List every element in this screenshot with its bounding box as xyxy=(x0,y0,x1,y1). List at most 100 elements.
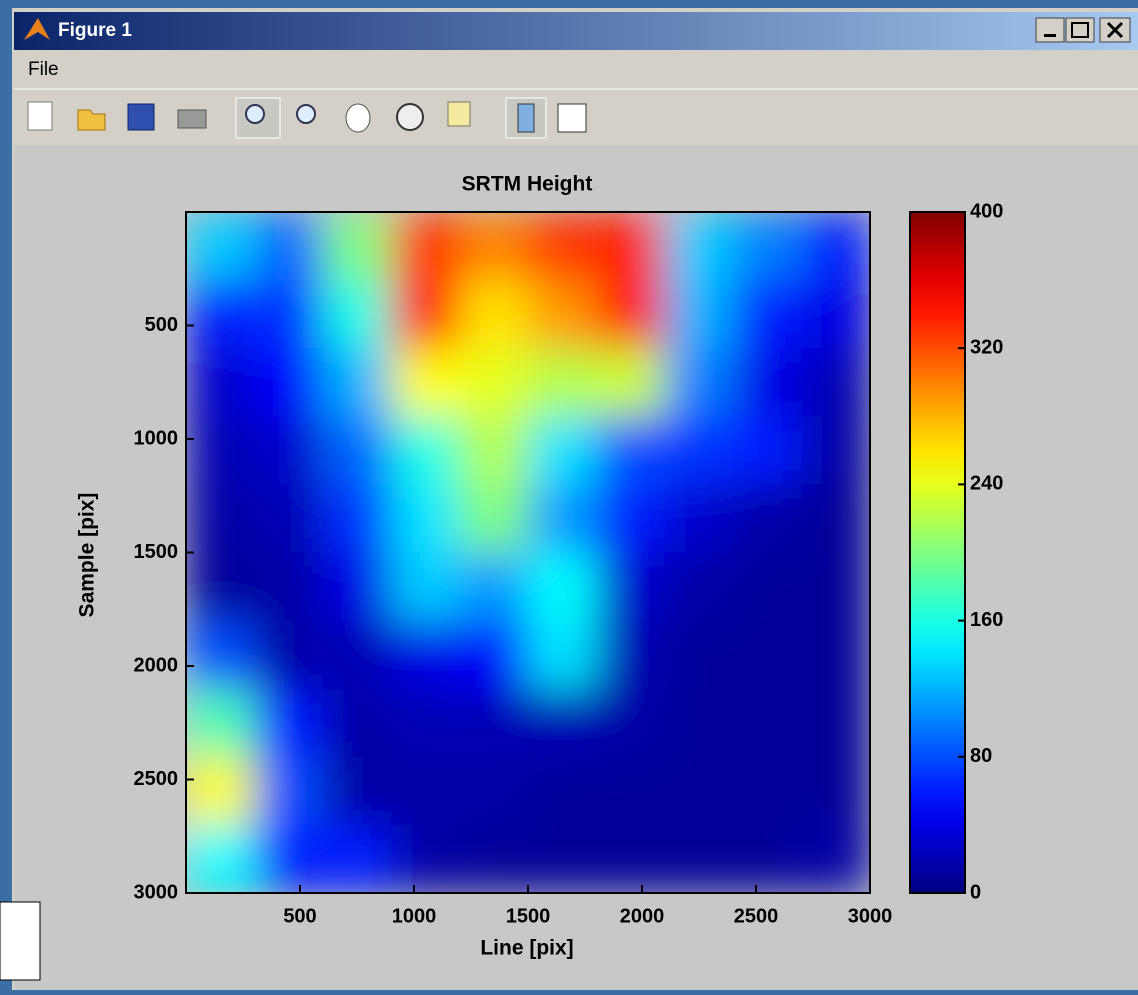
x-tick-label: 500 xyxy=(283,905,316,927)
heat-cell xyxy=(528,212,598,282)
heat-cell xyxy=(254,484,324,554)
heat-cell xyxy=(322,484,393,554)
heat-cell xyxy=(254,620,324,690)
heatmap-cells xyxy=(186,212,870,893)
heat-cell xyxy=(596,756,666,826)
data-cursor-button[interactable] xyxy=(447,101,471,127)
heat-cell xyxy=(528,688,598,758)
colorbar-tick-label: 240 xyxy=(970,473,1003,495)
zoom-out-button[interactable] xyxy=(296,104,316,124)
heat-cell xyxy=(322,824,393,893)
heat-cell xyxy=(459,212,529,282)
new-button[interactable] xyxy=(27,101,53,131)
heat-cell xyxy=(801,484,870,554)
y-tick-label: 2500 xyxy=(134,768,179,790)
title-bar xyxy=(14,12,1138,50)
menu-item[interactable]: File xyxy=(28,59,59,80)
heat-cell xyxy=(254,688,324,758)
print-button[interactable] xyxy=(177,109,207,129)
heat-cell xyxy=(322,212,393,282)
heat-cell xyxy=(391,824,461,893)
heat-cell xyxy=(596,212,666,282)
heat-cell xyxy=(801,348,870,418)
heat-cell xyxy=(254,348,324,418)
heat-cell xyxy=(664,756,735,826)
heat-cell xyxy=(664,212,735,282)
y-tick-label: 500 xyxy=(145,314,178,336)
heat-cell xyxy=(459,824,529,893)
heat-cell xyxy=(391,552,461,622)
y-tick-label: 2000 xyxy=(134,654,179,676)
heat-cell xyxy=(733,688,803,758)
heat-cell xyxy=(528,348,598,418)
open-button[interactable] xyxy=(77,109,106,131)
colorbar-tick-label: 400 xyxy=(970,200,1003,222)
heat-cell xyxy=(733,348,803,418)
heatmap xyxy=(186,212,870,893)
heat-cell xyxy=(459,280,529,350)
x-tick-label: 1000 xyxy=(392,905,437,927)
x-tick-label: 1500 xyxy=(506,905,551,927)
heat-cell xyxy=(391,212,461,282)
heat-cell xyxy=(391,620,461,690)
minimize-icon xyxy=(1044,34,1056,37)
heat-cell xyxy=(186,688,256,758)
maximize-icon xyxy=(1071,22,1089,38)
heat-cell xyxy=(528,416,598,486)
heat-cell xyxy=(186,348,256,418)
heat-cell xyxy=(322,552,393,622)
colorbar-icon xyxy=(517,103,535,133)
heat-cell xyxy=(801,416,870,486)
heat-cell xyxy=(459,552,529,622)
heat-cell xyxy=(186,416,256,486)
zoom-in-icon xyxy=(245,104,265,124)
heat-cell xyxy=(459,688,529,758)
heat-cell xyxy=(459,416,529,486)
heat-cell xyxy=(596,416,666,486)
heat-cell xyxy=(664,280,735,350)
heat-cell xyxy=(391,756,461,826)
heat-cell xyxy=(254,280,324,350)
maximize-button[interactable] xyxy=(1065,17,1095,43)
heat-cell xyxy=(596,552,666,622)
heat-cell xyxy=(596,484,666,554)
heat-cell xyxy=(528,552,598,622)
heat-cell xyxy=(596,280,666,350)
heat-cell xyxy=(733,620,803,690)
chart-title: SRTM Height xyxy=(462,173,593,196)
save-button[interactable] xyxy=(127,103,155,131)
pan-button[interactable] xyxy=(345,103,371,133)
x-tick-label: 2000 xyxy=(620,905,665,927)
rotate-button[interactable] xyxy=(396,103,424,131)
heat-cell xyxy=(801,212,870,282)
heat-cell xyxy=(391,280,461,350)
y-axis-label: Sample [pix] xyxy=(76,493,99,618)
toolbar xyxy=(27,97,587,139)
heat-cell xyxy=(391,484,461,554)
heat-cell xyxy=(254,756,324,826)
minimize-button[interactable] xyxy=(1035,17,1065,43)
window-title: Figure 1 xyxy=(58,20,132,41)
legend-button[interactable] xyxy=(557,103,587,133)
heat-cell xyxy=(391,348,461,418)
y-tick-label: 1000 xyxy=(134,427,179,449)
y-tick-label: 1500 xyxy=(134,541,179,563)
heat-cell xyxy=(733,416,803,486)
heat-cell xyxy=(459,756,529,826)
heat-cell xyxy=(801,824,870,893)
heat-cell xyxy=(733,484,803,554)
heat-cell xyxy=(664,688,735,758)
colorbar-tick-label: 0 xyxy=(970,881,981,903)
heat-cell xyxy=(801,620,870,690)
colorbar-tick-label: 80 xyxy=(970,745,992,767)
heat-cell xyxy=(596,824,666,893)
heat-cell xyxy=(186,620,256,690)
heat-cell xyxy=(733,552,803,622)
heat-cell xyxy=(733,280,803,350)
heat-cell xyxy=(459,484,529,554)
heat-cell xyxy=(186,484,256,554)
window-controls[interactable] xyxy=(1035,17,1131,43)
heat-cell xyxy=(733,824,803,893)
heat-cell xyxy=(664,552,735,622)
